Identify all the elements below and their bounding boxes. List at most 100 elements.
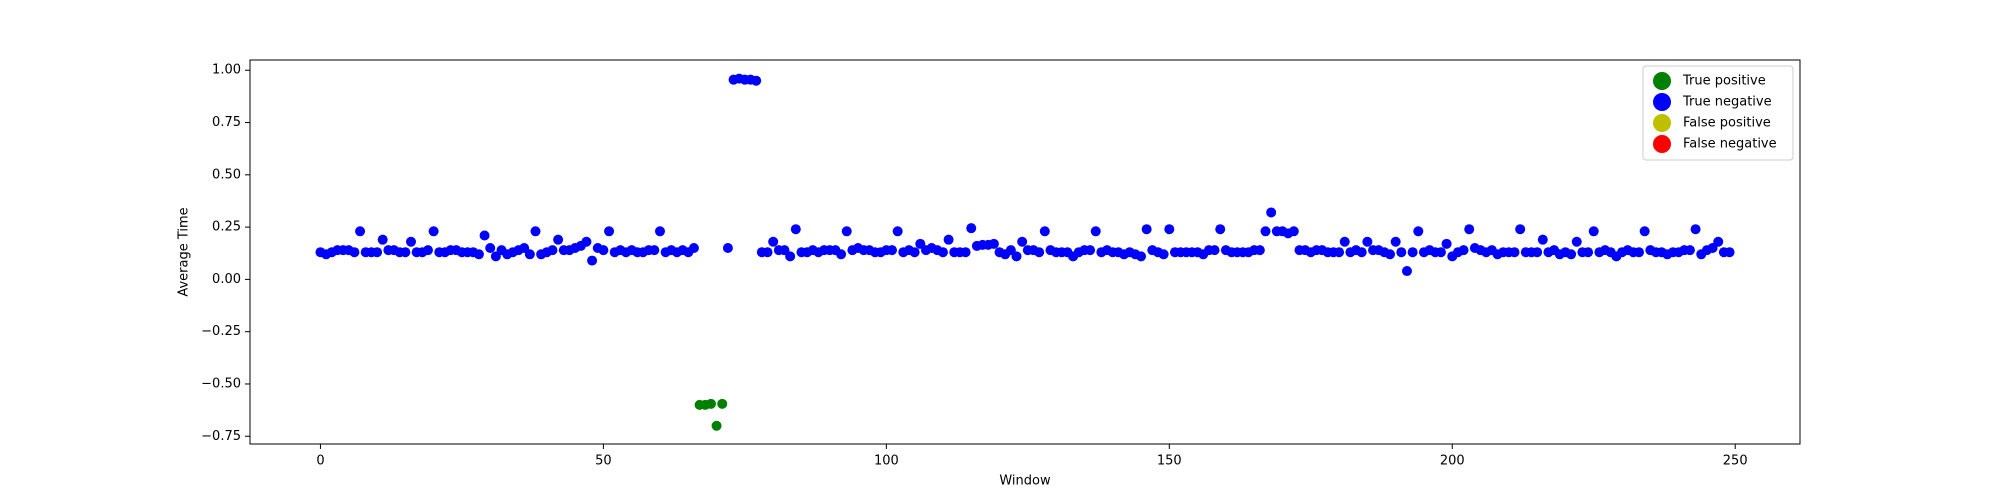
point [1724,247,1735,258]
point [1690,224,1701,235]
point [1639,226,1650,237]
point [909,247,920,258]
point [530,226,541,237]
legend-marker [1653,135,1671,153]
point [1390,236,1401,247]
point [1385,249,1396,260]
point [762,247,773,258]
point [705,398,716,409]
point [1407,247,1418,258]
point [1362,236,1373,247]
point [1458,245,1469,256]
y-tick-label: 0.25 [212,220,241,235]
plot-frame [249,59,1801,445]
point [836,249,847,260]
point [1039,226,1050,237]
point [479,230,490,241]
legend-label: False positive [1683,116,1771,131]
point [654,226,665,237]
point [751,75,762,86]
point [1164,224,1175,235]
point [1339,236,1350,247]
point [372,247,383,258]
point [649,245,660,256]
x-tick-label: 100 [874,454,899,469]
x-tick-label: 200 [1440,454,1465,469]
point [598,245,609,256]
point [892,226,903,237]
point [790,224,801,235]
y-tick-label: 0.00 [212,272,241,287]
legend-box [1642,65,1794,161]
point [988,238,999,249]
point [1396,247,1407,258]
point [1441,238,1452,249]
point [711,420,722,431]
point [1254,245,1265,256]
point [1537,234,1548,245]
point [887,245,898,256]
point [473,249,484,260]
point [1571,236,1582,247]
y-tick-label: 0.50 [212,167,241,182]
point [768,236,779,247]
point [717,398,728,409]
point [405,236,416,247]
point [960,247,971,258]
point [1566,249,1577,260]
point [966,223,977,234]
point [1011,251,1022,262]
point [1085,245,1096,256]
point [1401,266,1412,277]
point [604,226,615,237]
x-tick-label: 150 [1157,454,1182,469]
point [524,249,535,260]
legend-label: False negative [1683,137,1777,152]
y-tick-label: 1.00 [212,63,241,78]
point [1684,245,1695,256]
x-tick-label: 50 [595,454,612,469]
y-tick-label: −0.50 [201,376,241,391]
point [1266,207,1277,218]
point [1413,226,1424,237]
legend-marker [1653,72,1671,90]
point [1356,247,1367,258]
point [553,234,564,245]
point [1288,226,1299,237]
point [1515,224,1526,235]
y-tick-label: 0.75 [212,115,241,130]
point [1334,247,1345,258]
point [1532,247,1543,258]
point [1464,224,1475,235]
point [688,243,699,254]
point [1509,247,1520,258]
point [581,236,592,247]
y-axis-label: Average Time [177,207,192,296]
point [349,247,360,258]
point [1090,226,1101,237]
point [1136,251,1147,262]
x-tick-label: 250 [1723,454,1748,469]
point [841,226,852,237]
point [722,243,733,254]
point [547,245,558,256]
point [937,247,948,258]
point [1435,247,1446,258]
point [1588,226,1599,237]
point [1034,247,1045,258]
point [943,234,954,245]
point [428,226,439,237]
x-axis-label: Window [999,474,1051,489]
point [1260,226,1271,237]
legend-label: True negative [1682,95,1772,110]
legend-label: True positive [1682,74,1766,89]
point [422,245,433,256]
point [1158,249,1169,260]
legend-marker [1653,93,1671,111]
point [485,243,496,254]
point [1209,245,1220,256]
y-tick-label: −0.25 [201,324,241,339]
point [785,251,796,262]
point [400,247,411,258]
